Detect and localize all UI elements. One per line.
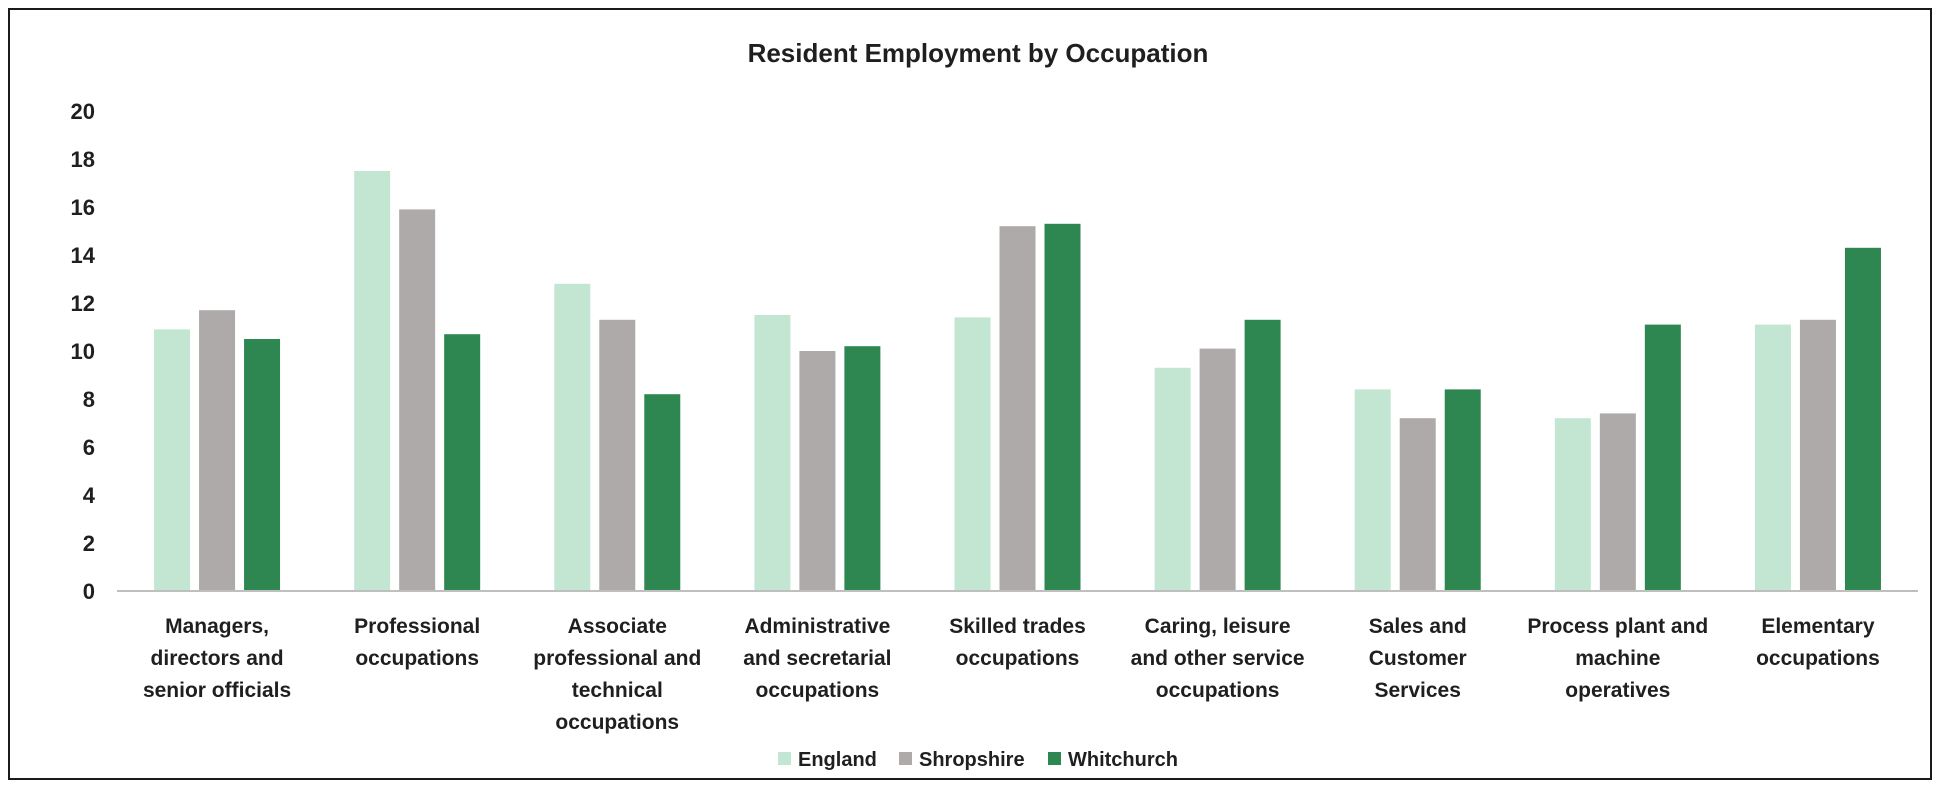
bar-england-2 [554,283,591,591]
legend-label: Whitchurch [1068,749,1178,771]
legend-swatch [899,752,912,765]
bar-shropshire-0 [199,310,236,591]
bar-england-1 [354,171,391,591]
category-label-line: Elementary [1761,615,1875,638]
y-tick-label: 0 [83,579,95,604]
y-axis-ticks: 0 2 4 6 8 10 12 14 16 18 20 [71,99,96,604]
bar-england-8 [1754,324,1791,591]
category-label-line: Professional [354,615,480,638]
chart-title: Resident Employment by Occupation [748,38,1209,68]
bar-whitchurch-5 [1244,319,1281,591]
bar-shropshire-8 [1799,319,1836,591]
y-tick-label: 16 [71,195,95,220]
bar-shropshire-5 [1199,348,1236,591]
legend-swatch [778,752,791,765]
category-label-line: senior officials [143,679,291,702]
category-label-line: Customer [1369,647,1467,670]
legend-swatch [1048,752,1061,765]
bar-whitchurch-4 [1044,223,1081,592]
bar-shropshire-7 [1599,413,1636,591]
category-label-line: directors and [151,647,284,670]
category-label: Professional occupations [354,615,480,670]
bar-england-3 [754,315,791,591]
chart-frame: Resident Employment by Occupation 0 2 4 6 8 1… [8,8,1932,780]
bar-whitchurch-8 [1844,247,1881,592]
category-label-line: occupations [1156,679,1280,702]
y-tick-label: 18 [71,147,95,172]
category-label-line: occupations [355,647,479,670]
category-label-line: Services [1375,679,1461,702]
category-label: Skilled trades occupations [949,615,1086,670]
bar-shropshire-1 [399,209,436,591]
bar-shropshire-2 [599,319,636,591]
category-label-line: Process plant and [1527,615,1708,638]
category-label-line: and secretarial [743,647,891,670]
bar-shropshire-4 [999,226,1036,591]
bar-england-6 [1354,389,1391,591]
y-tick-label: 20 [71,99,95,124]
bar-england-4 [954,317,991,591]
bar-whitchurch-7 [1644,324,1681,591]
category-label: Elementary occupations [1756,615,1880,670]
legend: England Shropshire Whitchurch [778,749,1178,771]
bar-england-5 [1154,367,1191,591]
category-label-line: Sales and [1369,615,1467,638]
bar-whitchurch-1 [444,334,481,591]
legend-item-whitchurch: Whitchurch [1048,749,1178,771]
bar-shropshire-6 [1399,418,1436,591]
category-label-line: operatives [1565,679,1670,702]
legend-item-shropshire: Shropshire [899,749,1025,771]
y-tick-label: 6 [83,435,95,460]
legend-item-england: England [778,749,877,771]
category-label: Sales and Customer Services [1369,615,1467,702]
category-label: Managers, directors and senior officials [143,615,291,702]
bar-england-7 [1554,418,1591,591]
bar-whitchurch-3 [844,346,881,591]
category-label-line: occupations [756,679,880,702]
category-label-line: machine [1575,647,1660,670]
category-labels: Managers, directors and senior officials Pr… [143,615,1880,734]
category-label-line: technical [572,679,663,702]
category-label-line: occupations [1756,647,1880,670]
legend-label: England [798,749,877,771]
bar-whitchurch-2 [644,394,681,591]
y-tick-label: 10 [71,339,95,364]
category-label-line: Associate [568,615,667,638]
category-label-line: Caring, leisure [1145,615,1291,638]
category-label: Process plant and machine operatives [1527,615,1708,702]
bar-whitchurch-0 [244,339,281,591]
y-tick-label: 8 [83,387,95,412]
y-tick-label: 4 [83,483,96,508]
bars [154,171,1881,592]
category-label-line: occupations [555,711,679,734]
bar-shropshire-3 [799,351,836,591]
category-label-line: Skilled trades [949,615,1086,638]
bar-chart: Resident Employment by Occupation 0 2 4 6 8 1… [71,38,1918,771]
category-label-line: and other service [1131,647,1305,670]
category-label: Administrative and secretarial occupations [743,615,891,702]
category-label: Caring, leisure and other service occupati… [1131,615,1305,702]
y-tick-label: 2 [83,531,95,556]
category-label: Associate professional and technical occupa… [533,615,701,734]
category-label-line: professional and [533,647,701,670]
bar-whitchurch-6 [1444,389,1481,591]
y-tick-label: 14 [71,243,96,268]
category-label-line: Managers, [165,615,269,638]
y-tick-label: 12 [71,291,95,316]
bar-england-0 [154,329,191,591]
legend-label: Shropshire [919,749,1025,771]
category-label-line: occupations [956,647,1080,670]
category-label-line: Administrative [744,615,890,638]
